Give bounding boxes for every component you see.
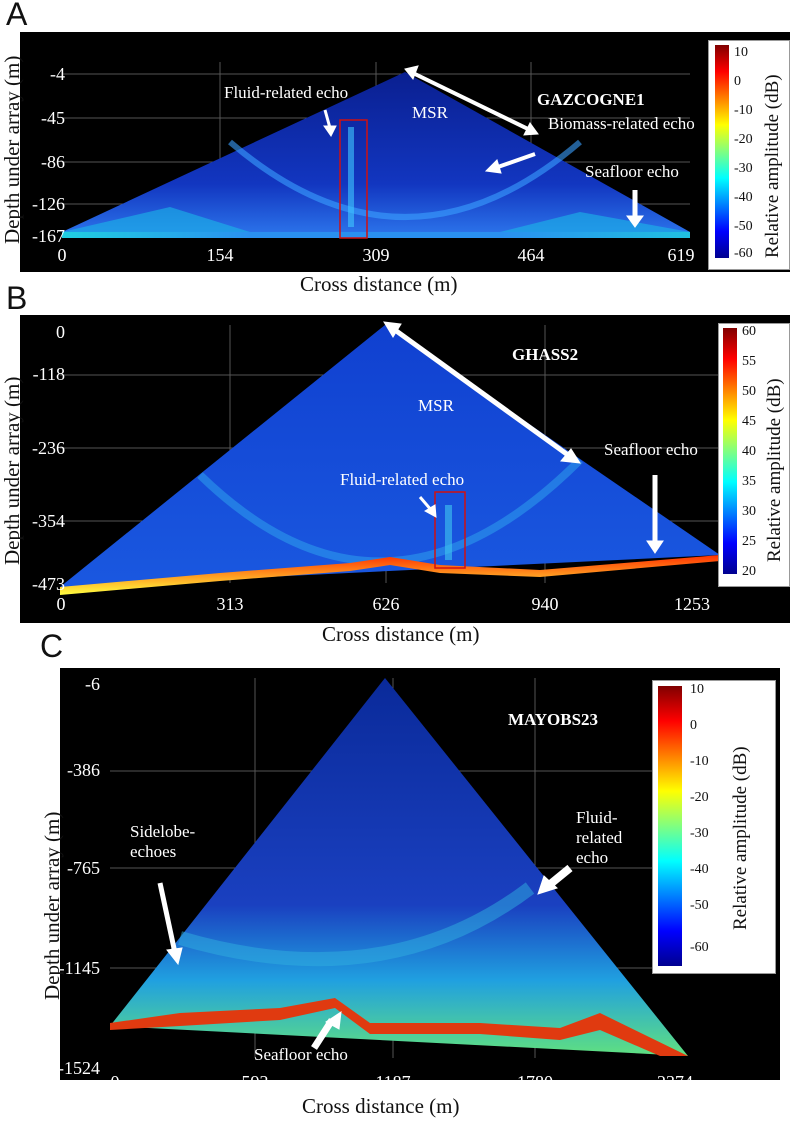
panel-c-cbar-tick: -40 — [690, 862, 709, 877]
panel-b-ytick: -473 — [32, 574, 65, 594]
panel-a-cbar-tick: -60 — [734, 246, 753, 261]
panel-b-xtick: 0 — [56, 594, 66, 614]
panel-b-cbar-tick: 40 — [742, 444, 756, 459]
panel-a-msr-label: MSR — [412, 103, 448, 122]
panel-a-colorbar — [715, 45, 729, 258]
panel-c-xtick: 2374 — [657, 1072, 693, 1092]
panel-c-ytick: -386 — [67, 760, 100, 780]
panel-c-fluid-label: Fluid-related echo — [576, 808, 623, 867]
panel-c-colorbar — [658, 686, 682, 966]
panel-a-xlabel: Cross distance (m) — [300, 272, 458, 296]
panel-b-cbar-tick: 60 — [742, 324, 756, 339]
panel-c-cbar-tick: -30 — [690, 826, 709, 841]
panel-c-xlabel: Cross distance (m) — [302, 1094, 460, 1118]
panel-b-dataset-name: GHASS2 — [512, 345, 579, 364]
panel-b-cbar-tick: 30 — [742, 504, 756, 519]
panel-c-cbar-label: Relative amplitude (dB) — [730, 746, 751, 930]
panel-c-xtick: 1780 — [517, 1072, 553, 1092]
panel-b-cbar-tick: 55 — [742, 354, 756, 369]
panel-a-seafloor-label: Seafloor echo — [585, 162, 679, 181]
panel-b-xtick: 1253 — [674, 594, 710, 614]
panel-c-ytick: -1145 — [58, 958, 100, 978]
panel-c-cbar-tick: -20 — [690, 790, 709, 805]
panel-c-ylabel: Depth under array (m) — [40, 811, 64, 1000]
panel-b-ytick: 0 — [56, 322, 65, 342]
panel-b-cbar-tick: 50 — [742, 384, 756, 399]
panel-c-cbar-tick: -60 — [690, 940, 709, 955]
panel-a-dataset-name: GAZCOGNE1 — [537, 90, 645, 109]
panel-b-xtick: 313 — [216, 594, 244, 614]
panel-b-letter: B — [6, 280, 28, 316]
panel-a-xtick: 309 — [362, 245, 390, 265]
panel-b-cbar-label: Relative amplitude (dB) — [764, 378, 785, 562]
panel-b-cbar-tick: 25 — [742, 534, 756, 549]
panel-a-cbar-tick: 0 — [734, 74, 741, 89]
panel-b-xtick: 940 — [531, 594, 559, 614]
panel-b-ytick: -354 — [32, 511, 65, 531]
panel-c-cbar-tick: 10 — [690, 682, 704, 697]
panel-c-ytick: -6 — [85, 674, 100, 694]
panel-c-sidelobe-label: Sidelobe-echoes — [130, 822, 196, 861]
panel-c-cbar-tick: -50 — [690, 898, 709, 913]
panel-a-cbar-label: Relative amplitude (dB) — [762, 74, 783, 258]
panel-a-ytick: -86 — [41, 152, 65, 172]
panel-a-xtick: 464 — [517, 245, 545, 265]
panel-b-cbar-tick: 45 — [742, 414, 756, 429]
panel-b-ylabel: Depth under array (m) — [0, 376, 24, 565]
panel-b-sonar-image — [60, 321, 720, 595]
panel-a-ytick: -45 — [41, 108, 65, 128]
panel-b-msr-label: MSR — [418, 396, 454, 415]
panel-a-ylabel: Depth under array (m) — [0, 55, 24, 244]
panel-a-ytick: -126 — [32, 194, 65, 214]
panel-c-seafloor-label: Seafloor echo — [254, 1045, 348, 1064]
panel-b-plot — [20, 315, 790, 623]
panel-b-seafloor-label: Seafloor echo — [604, 440, 698, 459]
panel-a-sonar-image — [62, 62, 690, 239]
panel-b-ytick: -236 — [32, 438, 65, 458]
panel-a-xtick: 0 — [57, 245, 67, 265]
panel-a-xtick: 154 — [206, 245, 234, 265]
panel-a-fluid-label: Fluid-related echo — [224, 83, 349, 102]
panel-a-cbar-tick: -30 — [734, 161, 753, 176]
panel-c-cbar-tick: 0 — [690, 718, 697, 733]
panel-c-xtick: 593 — [241, 1072, 269, 1092]
panel-b-colorbar — [723, 328, 737, 574]
panel-c-cbar-tick: -10 — [690, 754, 709, 769]
panel-b-cbar-tick: 35 — [742, 474, 756, 489]
panel-a-cbar-tick: 10 — [734, 45, 748, 60]
panel-b-xtick: 626 — [372, 594, 400, 614]
panel-a-cbar-tick: -40 — [734, 190, 753, 205]
panel-b-ytick: -118 — [32, 364, 65, 384]
panel-c-ytick: -765 — [67, 858, 100, 878]
panel-a-cbar-tick: -20 — [734, 132, 753, 147]
panel-a-ytick: -167 — [32, 226, 65, 246]
panel-c-xtick: 1187 — [375, 1072, 411, 1092]
panel-c-sonar-image — [110, 678, 725, 1058]
panel-a-plot — [20, 32, 790, 272]
panel-c-xtick: 0 — [110, 1072, 120, 1092]
panel-a-cbar-tick: -10 — [734, 103, 753, 118]
panel-c-letter: C — [40, 628, 64, 664]
panel-c-ytick: -1524 — [58, 1058, 100, 1078]
panel-b-xlabel: Cross distance (m) — [322, 622, 480, 646]
panel-a-biomass-label: Biomass-related echo — [548, 114, 695, 133]
panel-c-dataset-name: MAYOBS23 — [508, 710, 599, 729]
panel-a-xtick: 619 — [667, 245, 695, 265]
panel-a-ytick: -4 — [50, 64, 65, 84]
panel-b-cbar-tick: 20 — [742, 564, 756, 579]
panel-b-fluid-label: Fluid-related echo — [340, 470, 465, 489]
panel-a-letter: A — [6, 0, 28, 32]
panel-a-cbar-tick: -50 — [734, 219, 753, 234]
